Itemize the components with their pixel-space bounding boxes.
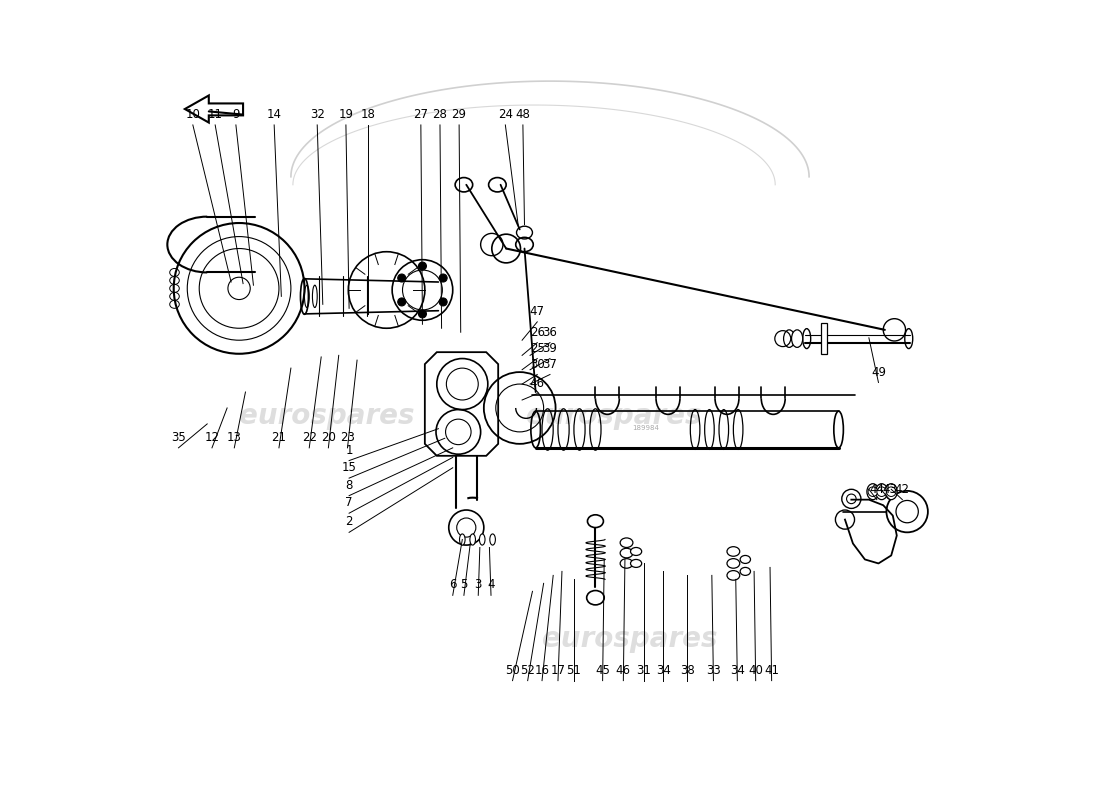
Ellipse shape (586, 590, 604, 605)
Ellipse shape (867, 484, 879, 500)
Ellipse shape (876, 484, 888, 500)
Text: 34: 34 (730, 664, 745, 677)
Text: 52: 52 (520, 664, 535, 677)
Polygon shape (185, 95, 243, 122)
Text: 25: 25 (530, 342, 544, 354)
Text: 12: 12 (205, 431, 220, 444)
Text: 33: 33 (706, 664, 721, 677)
Text: 10: 10 (186, 108, 200, 121)
Text: 39: 39 (542, 342, 558, 354)
Ellipse shape (727, 546, 739, 556)
Text: 40: 40 (748, 664, 763, 677)
Ellipse shape (727, 570, 739, 580)
Text: 11: 11 (208, 108, 222, 121)
Ellipse shape (587, 515, 604, 527)
Ellipse shape (620, 548, 632, 558)
Text: 24: 24 (498, 108, 513, 121)
Text: 7: 7 (345, 496, 353, 510)
Ellipse shape (470, 534, 475, 545)
Text: 9: 9 (232, 108, 240, 121)
Circle shape (877, 487, 887, 497)
Text: 4: 4 (487, 578, 495, 591)
Text: 14: 14 (266, 108, 282, 121)
Text: 38: 38 (680, 664, 694, 677)
Ellipse shape (480, 534, 485, 545)
Text: 16: 16 (535, 664, 550, 677)
Text: 6: 6 (449, 578, 456, 591)
Ellipse shape (490, 534, 495, 545)
Circle shape (868, 487, 878, 497)
Ellipse shape (727, 558, 739, 568)
Ellipse shape (630, 559, 641, 567)
Polygon shape (821, 323, 827, 354)
Circle shape (398, 274, 406, 282)
Text: 13: 13 (227, 431, 242, 444)
Circle shape (228, 278, 250, 299)
Text: 19: 19 (339, 108, 353, 121)
Text: 21: 21 (272, 431, 286, 444)
Ellipse shape (886, 484, 898, 500)
Text: eurospares: eurospares (542, 625, 717, 653)
Text: 17: 17 (550, 664, 565, 677)
Text: 48: 48 (516, 108, 530, 121)
Text: 41: 41 (764, 664, 779, 677)
Ellipse shape (783, 330, 794, 347)
Text: 18: 18 (361, 108, 376, 121)
Text: 5: 5 (460, 578, 467, 591)
Ellipse shape (630, 547, 641, 555)
Text: 26: 26 (530, 326, 544, 338)
Text: 8: 8 (345, 479, 353, 492)
Text: 1: 1 (345, 444, 353, 457)
Text: 3: 3 (474, 578, 482, 591)
Circle shape (418, 310, 427, 318)
Text: 31: 31 (637, 664, 651, 677)
Circle shape (439, 274, 447, 282)
Text: 2: 2 (345, 515, 353, 529)
Ellipse shape (620, 538, 632, 547)
Circle shape (418, 262, 427, 270)
Text: 22: 22 (301, 431, 317, 444)
Ellipse shape (460, 534, 465, 545)
Text: eurospares: eurospares (239, 402, 415, 430)
Text: 29: 29 (452, 108, 466, 121)
Text: 47: 47 (530, 305, 544, 318)
Polygon shape (425, 352, 498, 456)
Text: 51: 51 (566, 664, 582, 677)
Text: 37: 37 (542, 358, 558, 370)
Ellipse shape (620, 558, 632, 568)
Text: 28: 28 (432, 108, 448, 121)
Ellipse shape (740, 567, 750, 575)
Text: 46: 46 (616, 664, 630, 677)
Circle shape (439, 298, 447, 306)
Text: 32: 32 (310, 108, 324, 121)
Text: 34: 34 (656, 664, 671, 677)
Circle shape (398, 298, 406, 306)
Text: 27: 27 (414, 108, 428, 121)
Text: 35: 35 (172, 431, 186, 444)
Ellipse shape (792, 330, 803, 347)
Text: 30: 30 (530, 358, 544, 370)
Text: 23: 23 (340, 431, 355, 444)
Ellipse shape (740, 555, 750, 563)
Text: 49: 49 (871, 366, 886, 378)
Text: 15: 15 (342, 462, 356, 474)
Text: eurospares: eurospares (526, 402, 702, 430)
Text: 44: 44 (869, 482, 884, 496)
Text: 45: 45 (595, 664, 610, 677)
Circle shape (887, 487, 896, 497)
Text: 189984: 189984 (632, 425, 659, 431)
Text: 50: 50 (505, 664, 520, 677)
Text: 46: 46 (530, 377, 544, 390)
Text: 42: 42 (895, 482, 910, 496)
Text: 36: 36 (542, 326, 558, 338)
Text: 43: 43 (882, 482, 898, 496)
Text: 20: 20 (321, 431, 336, 444)
